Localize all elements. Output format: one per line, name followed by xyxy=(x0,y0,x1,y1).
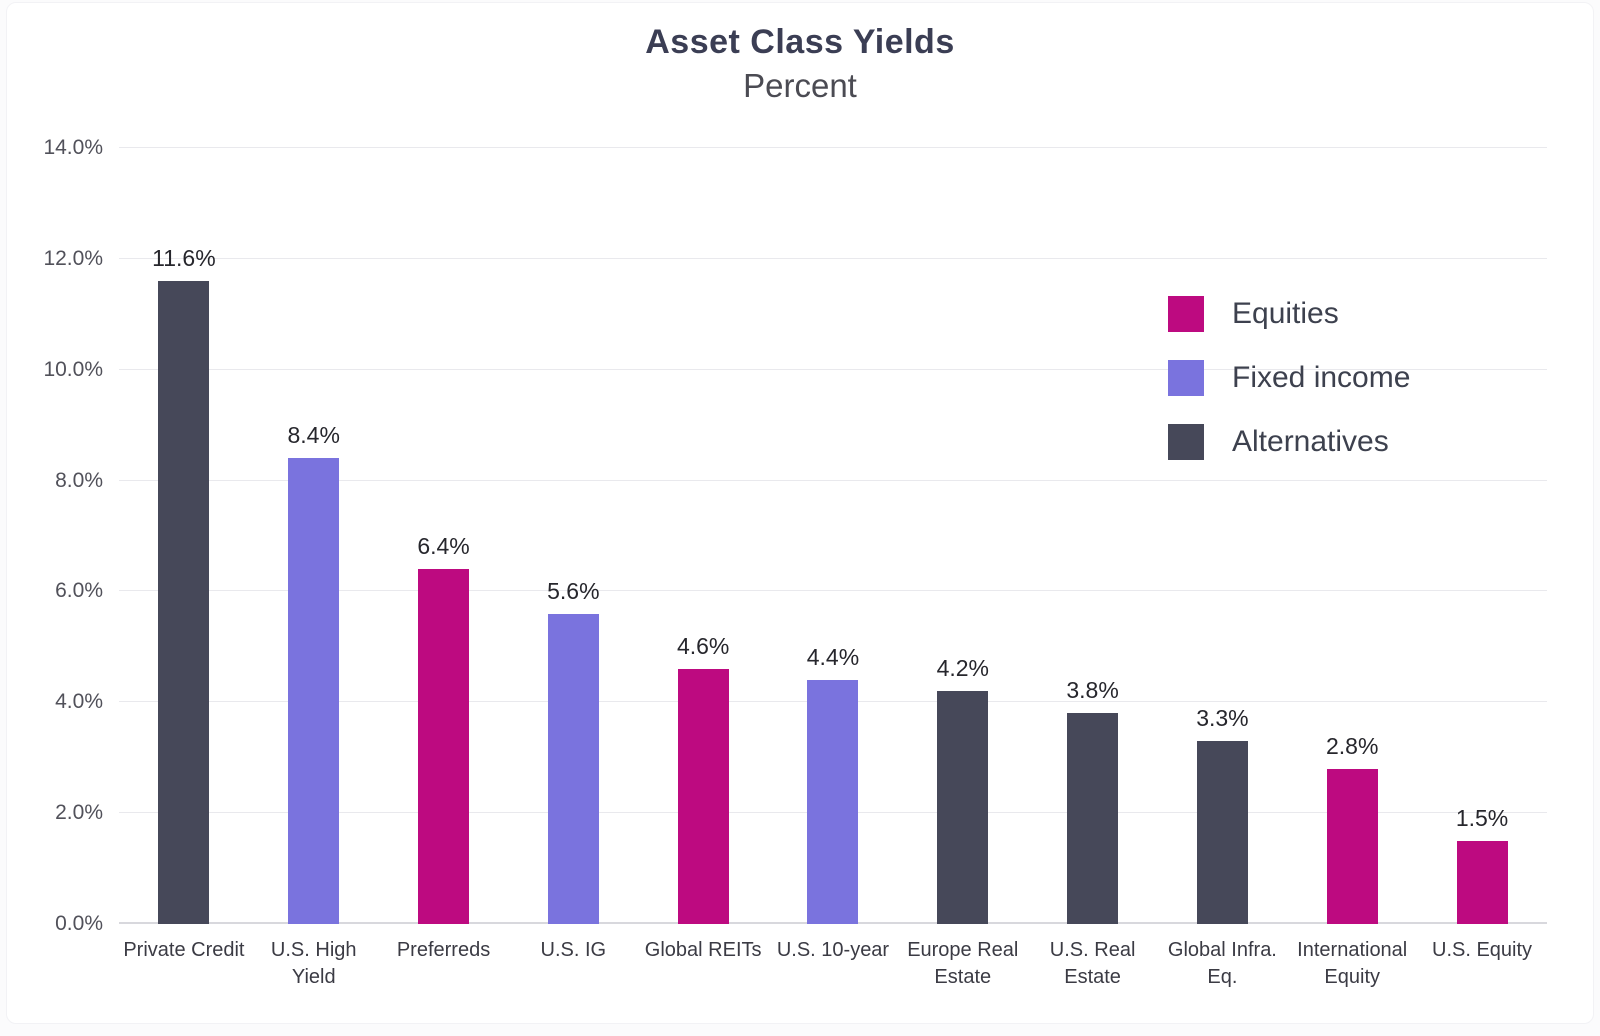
category-label-u-s-high-yield: U.S. High Yield xyxy=(234,937,394,991)
bar-column-europe-real-estate: 4.2% Europe Real Estate xyxy=(898,148,1028,988)
bar-u-s-high-yield xyxy=(288,458,340,924)
category-label-line: Estate xyxy=(1064,966,1121,988)
bar-value-label-private-credit: 11.6% xyxy=(152,245,216,272)
gridline-12-0 xyxy=(119,257,1547,259)
bar-column-u-s-equity: 1.5% U.S. Equity xyxy=(1417,148,1547,961)
bar-europe-real-estate xyxy=(937,691,989,924)
bar-column-u-s-10-year: 4.4% U.S. 10-year xyxy=(768,148,898,961)
category-label-line: U.S. IG xyxy=(540,939,607,961)
y-tick-label-12-0: 12.0% xyxy=(43,246,103,270)
category-label-line: Preferreds xyxy=(396,939,491,961)
category-label-u-s-10-year: U.S. 10-year xyxy=(753,937,913,964)
y-tick-label-10-0: 10.0% xyxy=(43,357,103,381)
category-label-private-credit: Private Credit xyxy=(104,937,264,964)
category-label-line: Estate xyxy=(934,966,992,988)
bar-value-label-global-reits: 4.6% xyxy=(676,633,730,660)
bar-global-reits xyxy=(677,669,729,924)
category-label-preferreds: Preferreds xyxy=(364,937,524,964)
bar-value-label-global-infra-eq: 3.3% xyxy=(1196,705,1249,732)
category-label-u-s-ig: U.S. IG xyxy=(493,937,653,964)
gridline-10-0 xyxy=(119,368,1547,370)
legend-label-equities: Equities xyxy=(1232,297,1339,330)
category-label-line: Yield xyxy=(291,966,336,988)
bar-column-preferreds: 6.4% Preferreds xyxy=(379,148,509,961)
category-label-line: Global Infra. xyxy=(1167,939,1277,961)
plot-area: 0.0% 2.0% 4.0% 6.0% 8.0% 10.0% 12.0% 14.0% 11.6… xyxy=(43,136,1547,988)
category-label-line: International xyxy=(1297,939,1408,961)
y-tick-label-2-0: 2.0% xyxy=(55,801,103,825)
bar-value-label-u-s-equity: 1.5% xyxy=(1455,804,1509,831)
legend-swatch-alternatives xyxy=(1168,424,1204,460)
category-label-u-s-equity: U.S. Equity xyxy=(1402,937,1562,964)
legend-label-alternatives: Alternatives xyxy=(1232,425,1389,458)
legend-label-fixed-income: Fixed income xyxy=(1232,361,1411,394)
bar-column-u-s-real-estate: 3.8% U.S. Real Estate xyxy=(1028,148,1158,988)
bar-u-s-equity xyxy=(1456,840,1508,924)
y-tick-label-4-0: 4.0% xyxy=(55,690,103,714)
category-label-line: Global REITs xyxy=(644,939,762,961)
gridline-8-0 xyxy=(119,479,1547,481)
bar-international-equity xyxy=(1326,768,1378,924)
bar-column-international-equity: 2.8% International Equity xyxy=(1287,148,1417,988)
legend-item-alternatives: Alternatives xyxy=(1168,424,1410,460)
bar-value-label-international-equity: 2.8% xyxy=(1326,732,1379,759)
bar-preferreds xyxy=(418,569,470,924)
legend-item-equities: Equities xyxy=(1168,296,1410,332)
bars: 11.6% Private Credit 8.4% U.S. High Yield 6.4… xyxy=(119,148,1547,988)
bar-u-s-ig xyxy=(547,613,599,924)
category-label-line: Eq. xyxy=(1207,966,1238,988)
bar-value-label-preferreds: 6.4% xyxy=(417,533,470,560)
y-tick-label-14-0: 14.0% xyxy=(43,136,103,159)
category-label-international-equity: International Equity xyxy=(1272,937,1432,991)
bar-column-global-infra-eq: 3.3% Global Infra. Eq. xyxy=(1158,148,1288,988)
category-label-line: Equity xyxy=(1324,966,1381,988)
legend-swatch-equities xyxy=(1168,296,1204,332)
category-label-global-infra-eq: Global Infra. Eq. xyxy=(1142,937,1302,991)
legend-swatch-fixed-income xyxy=(1168,360,1204,396)
bar-value-label-u-s-real-estate: 3.8% xyxy=(1066,677,1119,704)
legend: Equities Fixed income Alternatives xyxy=(1168,296,1410,460)
chart-card: Asset Class Yields Percent 0.0% 2.0% 4.0% 6… xyxy=(6,2,1594,1024)
category-label-line: Private Credit xyxy=(123,939,245,961)
category-label-line: U.S. 10-year xyxy=(776,939,890,961)
gridline-6-0 xyxy=(119,590,1547,592)
category-label-line: U.S. Real xyxy=(1049,939,1136,961)
bar-value-label-u-s-ig: 5.6% xyxy=(547,577,600,604)
bar-column-global-reits: 4.6% Global REITs xyxy=(638,148,768,961)
category-label-europe-real-estate: Europe Real Estate xyxy=(883,937,1043,991)
y-tick-label-0-0: 0.0% xyxy=(55,912,103,935)
category-label-global-reits: Global REITs xyxy=(623,937,783,964)
y-tick-label-8-0: 8.0% xyxy=(55,468,103,492)
bar-private-credit xyxy=(158,281,210,924)
bar-value-label-u-s-high-yield: 8.4% xyxy=(287,422,340,449)
category-label-u-s-real-estate: U.S. Real Estate xyxy=(1013,937,1173,991)
bar-u-s-10-year xyxy=(807,680,859,924)
bar-global-infra-eq xyxy=(1196,741,1248,924)
bar-column-u-s-ig: 5.6% U.S. IG xyxy=(508,148,638,961)
y-tick-label-6-0: 6.0% xyxy=(55,579,103,603)
bar-column-u-s-high-yield: 8.4% U.S. High Yield xyxy=(249,148,379,988)
bar-value-label-u-s-10-year: 4.4% xyxy=(806,644,860,671)
legend-item-fixed-income: Fixed income xyxy=(1168,360,1410,396)
chart-title: Asset Class Yields xyxy=(645,23,955,61)
category-label-line: U.S. Equity xyxy=(1432,939,1533,961)
category-label-line: Europe Real xyxy=(907,939,1019,961)
bar-u-s-real-estate xyxy=(1067,713,1119,924)
bar-value-label-europe-real-estate: 4.2% xyxy=(936,655,989,682)
gridline-14-0 xyxy=(119,147,1547,148)
category-label-line: U.S. High xyxy=(270,939,357,961)
bar-column-private-credit: 11.6% Private Credit xyxy=(119,148,249,961)
chart-subtitle: Percent xyxy=(743,67,857,104)
